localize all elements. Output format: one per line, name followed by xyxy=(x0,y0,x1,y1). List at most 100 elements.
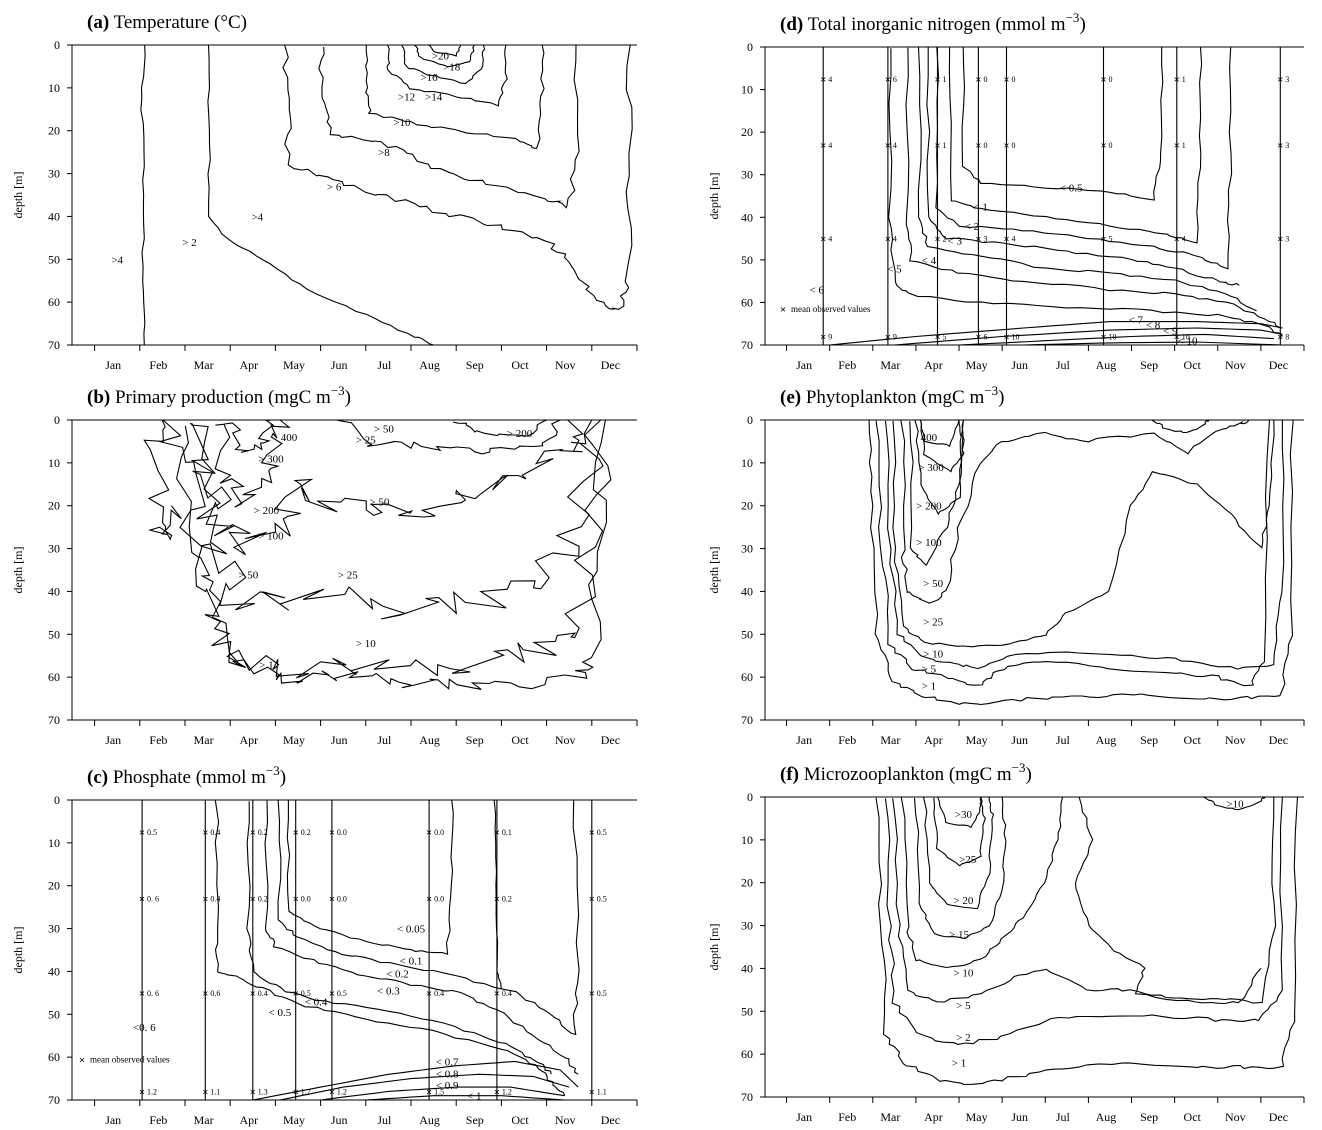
month-label: Mar xyxy=(194,1113,214,1127)
month-label: Feb xyxy=(149,358,167,372)
y-tick-label: 40 xyxy=(741,584,753,598)
month-label: Dec xyxy=(601,1113,620,1127)
month-label: Nov xyxy=(1225,1110,1246,1124)
obs-marker: × xyxy=(1100,74,1106,86)
contour-line xyxy=(1203,796,1266,811)
contour-line xyxy=(909,419,964,566)
obs-value: 3 xyxy=(1285,235,1289,244)
obs-marker: × xyxy=(885,331,891,343)
month-label: Aug xyxy=(1096,358,1117,372)
obs-value: 0 xyxy=(1108,75,1112,84)
month-label: Jun xyxy=(1011,1110,1028,1124)
month-label: Dec xyxy=(1269,1110,1288,1124)
obs-marker: × xyxy=(589,827,595,839)
panel-f: (f) Microzooplankton (mgC m−3) 0 10 20 30 40 5… xyxy=(707,760,1305,1124)
y-tick-label: 10 xyxy=(741,833,753,847)
contour-line xyxy=(428,44,462,57)
contour-label: < 6 xyxy=(810,285,825,297)
y-tick-label: 30 xyxy=(741,168,753,182)
y-tick-label: 20 xyxy=(741,876,753,890)
month-label: Apr xyxy=(924,1110,943,1124)
y-tick-label: 50 xyxy=(48,627,60,641)
obs-value: 6 xyxy=(983,332,987,341)
month-label: Jan xyxy=(105,358,121,372)
panel-d: (d) Total inorganic nitrogen (mmol m−3) 0… xyxy=(707,10,1305,372)
obs-value: 0.2 xyxy=(258,828,268,837)
obs-marker: × xyxy=(293,1086,299,1098)
obs-marker: × xyxy=(1174,74,1180,86)
obs-value: 0 xyxy=(983,75,987,84)
y-tick-label: 70 xyxy=(48,338,60,352)
y-axis-label: depth [m] xyxy=(11,927,25,974)
contour-line xyxy=(214,419,291,508)
obs-marker: × xyxy=(329,1086,335,1098)
y-tick-label: 50 xyxy=(741,253,753,267)
obs-marker: × xyxy=(885,74,891,86)
obs-marker: × xyxy=(1174,331,1180,343)
obs-value: 5 xyxy=(1108,235,1112,244)
y-tick-label: 20 xyxy=(741,499,753,513)
contour-label: >12 xyxy=(398,91,415,103)
y-tick-label: 40 xyxy=(741,961,753,975)
obs-marker: × xyxy=(250,1086,256,1098)
obs-marker: × xyxy=(139,988,145,1000)
y-tick-label: 20 xyxy=(48,499,60,513)
y-tick-label: 20 xyxy=(48,124,60,138)
contour-line xyxy=(140,44,146,346)
contour-line xyxy=(829,321,1283,346)
contour-line xyxy=(318,44,580,209)
y-tick-label: 10 xyxy=(48,81,60,95)
month-label: Mar xyxy=(880,1110,900,1124)
contour-label: > 100 xyxy=(916,537,942,549)
y-tick-label: 10 xyxy=(741,83,753,97)
y-axis-label: depth [m] xyxy=(707,173,721,220)
contour-label: > 50 xyxy=(374,424,394,436)
obs-marker: × xyxy=(1100,331,1106,343)
obs-marker: × xyxy=(1174,140,1180,152)
month-label: Feb xyxy=(838,733,856,747)
obs-marker: × xyxy=(293,894,299,906)
obs-value: 0 xyxy=(1011,75,1015,84)
obs-marker: × xyxy=(426,1086,432,1098)
contour-line xyxy=(252,1060,579,1101)
contour-label: >18 xyxy=(443,61,461,73)
y-axis-label: depth [m] xyxy=(11,547,25,594)
contour-line xyxy=(207,44,434,346)
contour-line xyxy=(279,1073,570,1101)
obs-value: 0.5 xyxy=(337,989,347,998)
obs-marker: × xyxy=(820,331,826,343)
month-label: Dec xyxy=(601,358,620,372)
obs-marker: × xyxy=(426,827,432,839)
obs-value: 0.5 xyxy=(147,828,157,837)
contour-label: >20 xyxy=(432,51,450,63)
obs-value: 0.4 xyxy=(210,828,220,837)
contour-line xyxy=(277,799,580,1036)
panel-title: (c) Phosphate (mmol m−3) xyxy=(87,763,286,788)
contour-line xyxy=(900,796,1064,969)
contour-label: > 300 xyxy=(258,454,284,466)
month-label: Aug xyxy=(419,733,440,747)
contour-label: > 1 xyxy=(952,1058,966,1070)
y-tick-label: 50 xyxy=(741,627,753,641)
month-label: Apr xyxy=(239,733,258,747)
obs-marker: × xyxy=(426,894,432,906)
obs-marker: × xyxy=(202,827,208,839)
contour-label: > 50 xyxy=(923,578,943,590)
y-tick-label: 60 xyxy=(741,670,753,684)
y-tick-label: 0 xyxy=(54,413,60,427)
y-tick-label: 60 xyxy=(741,1047,753,1061)
obs-value: 1.7 xyxy=(301,1087,311,1096)
obs-marker: × xyxy=(934,331,940,343)
month-label: Jun xyxy=(331,358,348,372)
contour-line xyxy=(320,1086,565,1101)
obs-value: 0 xyxy=(983,141,987,150)
y-tick-label: 30 xyxy=(48,167,60,181)
month-label: Jan xyxy=(796,358,812,372)
obs-value: 1.5 xyxy=(434,1087,444,1096)
panel-title: (b) Primary production (mgC m−3) xyxy=(87,383,351,408)
legend-label: mean observed values xyxy=(791,304,871,314)
contour-line xyxy=(365,44,545,150)
contour-label: > 20 xyxy=(953,895,973,907)
y-tick-label: 30 xyxy=(48,542,60,556)
obs-value: 0.2 xyxy=(301,828,311,837)
